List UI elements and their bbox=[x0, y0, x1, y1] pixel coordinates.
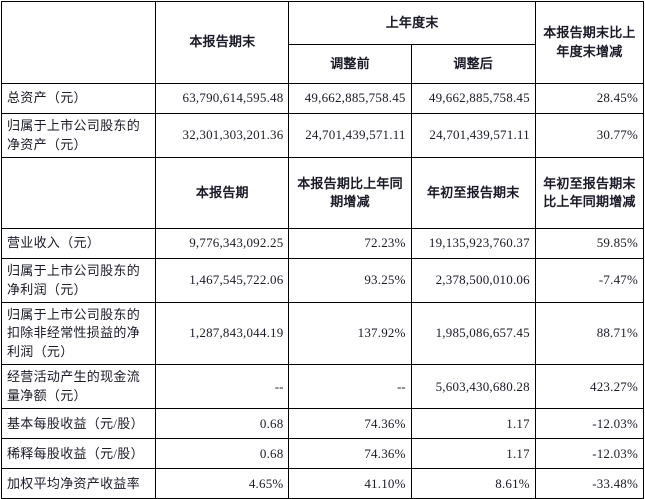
cell-current-period-end: 32,301,303,201.36 bbox=[155, 113, 290, 158]
table-row: 稀释每股收益（元/股） 0.68 74.36% 1.17 -12.03% bbox=[0, 438, 645, 470]
row-label: 归属于上市公司股东的扣除非经常性损益的净利润（元） bbox=[0, 301, 157, 366]
cell-ytd: 5,603,430,680.28 bbox=[410, 364, 536, 410]
cell-prior-before-adjustment: 24,701,439,571.11 bbox=[288, 113, 412, 158]
row-label: 总资产（元） bbox=[0, 83, 157, 114]
cell-current-period: -- bbox=[155, 364, 290, 410]
cell-current-period: 1,467,545,722.06 bbox=[155, 258, 290, 303]
cell-prior-after-adjustment: 24,701,439,571.11 bbox=[410, 113, 536, 158]
cell-ytd: 19,135,923,760.37 bbox=[410, 228, 536, 259]
row-label: 加权平均净资产收益率 bbox=[0, 468, 157, 499]
section1-header-prior-year-end: 上年度末 bbox=[288, 1, 536, 45]
cell-change: 30.77% bbox=[534, 113, 645, 158]
cell-change: 28.45% bbox=[534, 83, 645, 114]
section2-header-ytd-yoy: 年初至报告期末比上年同期增减 bbox=[534, 157, 645, 229]
table-row: 总资产（元） 63,790,614,595.48 49,662,885,758.… bbox=[0, 83, 645, 114]
section1-header-before-adjustment: 调整前 bbox=[288, 44, 412, 84]
section1-header-blank bbox=[0, 1, 157, 84]
table-row: 加权平均净资产收益率 4.65% 41.10% 8.61% -33.48% bbox=[0, 468, 645, 499]
cell-ytd-yoy: -33.48% bbox=[534, 468, 645, 499]
cell-current-period-yoy: 74.36% bbox=[288, 438, 412, 470]
table-row: 归属于上市公司股东的扣除非经常性损益的净利润（元） 1,287,843,044.… bbox=[0, 301, 645, 366]
cell-ytd: 8.61% bbox=[410, 468, 536, 499]
cell-current-period: 9,776,343,092.25 bbox=[155, 228, 290, 259]
table-row: 基本每股收益（元/股） 0.68 74.36% 1.17 -12.03% bbox=[0, 408, 645, 440]
cell-ytd-yoy: -12.03% bbox=[534, 438, 645, 470]
table-row: 营业收入（元） 9,776,343,092.25 72.23% 19,135,9… bbox=[0, 228, 645, 259]
cell-current-period-yoy: -- bbox=[288, 364, 412, 410]
section2-header-ytd: 年初至报告期末 bbox=[410, 157, 536, 229]
cell-ytd-yoy: -7.47% bbox=[534, 258, 645, 303]
table-row: 经营活动产生的现金流量净额（元） -- -- 5,603,430,680.28 … bbox=[0, 364, 645, 410]
cell-current-period-yoy: 41.10% bbox=[288, 468, 412, 499]
cell-ytd: 1.17 bbox=[410, 408, 536, 440]
cell-current-period-yoy: 93.25% bbox=[288, 258, 412, 303]
section2-header-current-period: 本报告期 bbox=[155, 157, 290, 229]
table-row: 归属于上市公司股东的净利润（元） 1,467,545,722.06 93.25%… bbox=[0, 258, 645, 303]
cell-current-period: 0.68 bbox=[155, 438, 290, 470]
cell-ytd-yoy: 423.27% bbox=[534, 364, 645, 410]
section1-header-row-2: 调整前 调整后 bbox=[2, 44, 644, 84]
cell-ytd: 1.17 bbox=[410, 438, 536, 470]
cell-current-period: 4.65% bbox=[155, 468, 290, 499]
section2-header-current-period-yoy: 本报告期比上年同期增减 bbox=[288, 157, 412, 229]
cell-prior-after-adjustment: 49,662,885,758.45 bbox=[410, 83, 536, 114]
section2-header-row: 本报告期 本报告期比上年同期增减 年初至报告期末 年初至报告期末比上年同期增减 bbox=[0, 157, 645, 229]
section1-header-row-1: 本报告期末 上年度末 本报告期末比上年度末增减 bbox=[0, 1, 645, 84]
section1-header-current-period-end: 本报告期末 bbox=[155, 1, 290, 84]
section2-header-blank bbox=[0, 157, 157, 229]
row-label: 稀释每股收益（元/股） bbox=[0, 438, 157, 470]
row-label: 基本每股收益（元/股） bbox=[0, 408, 157, 440]
cell-ytd-yoy: 59.85% bbox=[534, 228, 645, 259]
section1-header-change-vs-prior-year-end: 本报告期末比上年度末增减 bbox=[534, 1, 645, 84]
cell-prior-before-adjustment: 49,662,885,758.45 bbox=[288, 83, 412, 114]
row-label: 经营活动产生的现金流量净额（元） bbox=[0, 364, 157, 410]
row-label: 归属于上市公司股东的净利润（元） bbox=[0, 258, 157, 303]
cell-current-period: 0.68 bbox=[155, 408, 290, 440]
row-label: 营业收入（元） bbox=[0, 228, 157, 259]
cell-ytd-yoy: 88.71% bbox=[534, 301, 645, 366]
cell-current-period-end: 63,790,614,595.48 bbox=[155, 83, 290, 114]
cell-current-period: 1,287,843,044.19 bbox=[155, 301, 290, 366]
table-row: 归属于上市公司股东的净资产（元） 32,301,303,201.36 24,70… bbox=[0, 113, 645, 158]
cell-current-period-yoy: 74.36% bbox=[288, 408, 412, 440]
section1-header-after-adjustment: 调整后 bbox=[410, 44, 536, 84]
cell-current-period-yoy: 137.92% bbox=[288, 301, 412, 366]
cell-current-period-yoy: 72.23% bbox=[288, 228, 412, 259]
row-label: 归属于上市公司股东的净资产（元） bbox=[0, 113, 157, 158]
cell-ytd-yoy: -12.03% bbox=[534, 408, 645, 440]
cell-ytd: 1,985,086,657.45 bbox=[410, 301, 536, 366]
cell-ytd: 2,378,500,010.06 bbox=[410, 258, 536, 303]
